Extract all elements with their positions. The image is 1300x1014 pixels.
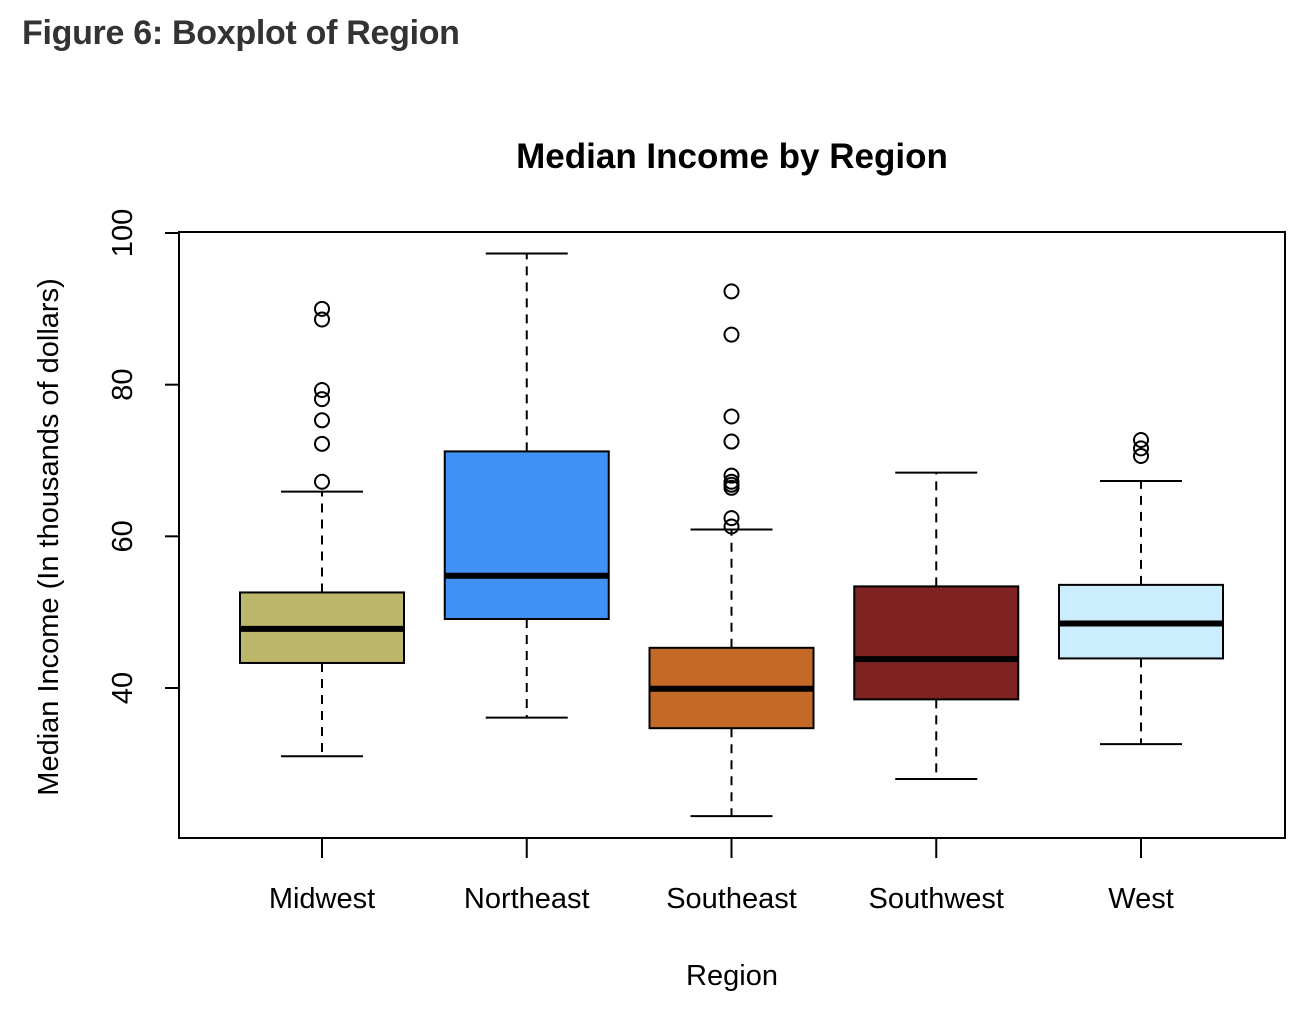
y-axis-label: Median Income (In thousands of dollars) bbox=[33, 278, 65, 795]
outlier-point bbox=[1133, 440, 1149, 457]
x-axis-label: Region bbox=[686, 960, 778, 992]
outlier-point bbox=[314, 435, 330, 452]
outlier-point bbox=[723, 326, 740, 343]
x-tick-label: Southwest bbox=[869, 883, 1004, 915]
outlier-point bbox=[314, 473, 330, 490]
box-iqr bbox=[443, 450, 610, 620]
outlier-point bbox=[723, 433, 740, 450]
box-iqr bbox=[853, 585, 1020, 701]
outlier-point bbox=[314, 381, 330, 398]
x-tick-label: Northeast bbox=[464, 883, 590, 915]
x-tick-label: Southeast bbox=[666, 883, 797, 915]
outlier-point bbox=[314, 300, 330, 317]
y-tick-label: 60 bbox=[107, 520, 139, 552]
y-tick-label: 40 bbox=[107, 672, 139, 704]
outlier-point bbox=[314, 391, 330, 408]
outlier-point bbox=[723, 518, 740, 535]
outlier-point bbox=[723, 467, 740, 484]
box-southeast bbox=[648, 283, 815, 818]
figure-caption: Figure 6: Boxplot of Region bbox=[22, 14, 460, 52]
outlier-point bbox=[723, 473, 740, 490]
outlier-point bbox=[723, 510, 740, 527]
box-west bbox=[1058, 432, 1224, 746]
box-midwest bbox=[239, 300, 405, 758]
y-tick-label: 100 bbox=[107, 209, 139, 257]
outlier-point bbox=[314, 412, 330, 429]
x-axis: Midwest Northeast Southeast Southwest West bbox=[269, 838, 1174, 915]
box-northeast bbox=[443, 252, 610, 719]
outlier-point bbox=[723, 283, 740, 300]
outlier-point bbox=[314, 311, 330, 328]
box-southwest bbox=[853, 471, 1020, 780]
outlier-point bbox=[1133, 432, 1149, 449]
boxes-group bbox=[239, 252, 1224, 818]
x-tick-label: Midwest bbox=[269, 883, 375, 915]
chart-title: Median Income by Region bbox=[516, 137, 948, 176]
y-tick-label: 80 bbox=[107, 369, 139, 401]
outlier-point bbox=[723, 408, 740, 425]
x-tick-label: West bbox=[1108, 883, 1174, 915]
y-axis: 40 60 80 100 bbox=[107, 209, 180, 704]
outlier-point bbox=[1133, 447, 1149, 464]
